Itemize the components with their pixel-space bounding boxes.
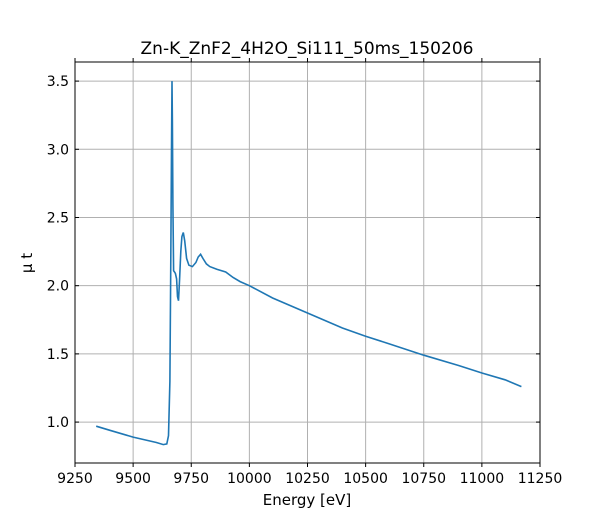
x-tick-label: 11000: [460, 471, 505, 487]
y-tick-label: 3.0: [47, 142, 69, 158]
x-tick-label: 9750: [173, 471, 209, 487]
series-line: [95, 81, 522, 446]
chart-title: Zn-K_ZnF2_4H2O_Si111_50ms_150206: [141, 39, 474, 59]
y-axis-label: μ t: [18, 253, 36, 273]
x-tick-label: 10750: [401, 471, 446, 487]
y-tick-label: 1.0: [47, 415, 69, 431]
x-tick-label: 9250: [57, 471, 93, 487]
x-tick-label: 9500: [115, 471, 151, 487]
x-tick-label: 10500: [343, 471, 388, 487]
y-tick-label: 3.5: [47, 74, 69, 90]
x-tick-label: 10000: [227, 471, 272, 487]
grid: [74, 62, 541, 463]
ticks: 9250 9500 9750 10000 10250 10500 10750 11000 112…: [47, 58, 563, 487]
y-tick-label: 2.0: [47, 279, 69, 295]
x-tick-label: 11250: [518, 471, 563, 487]
x-tick-label: 10250: [285, 471, 330, 487]
y-tick-label: 2.5: [47, 210, 69, 226]
x-axis-label: Energy [eV]: [263, 491, 351, 509]
y-tick-label: 1.5: [47, 347, 69, 363]
